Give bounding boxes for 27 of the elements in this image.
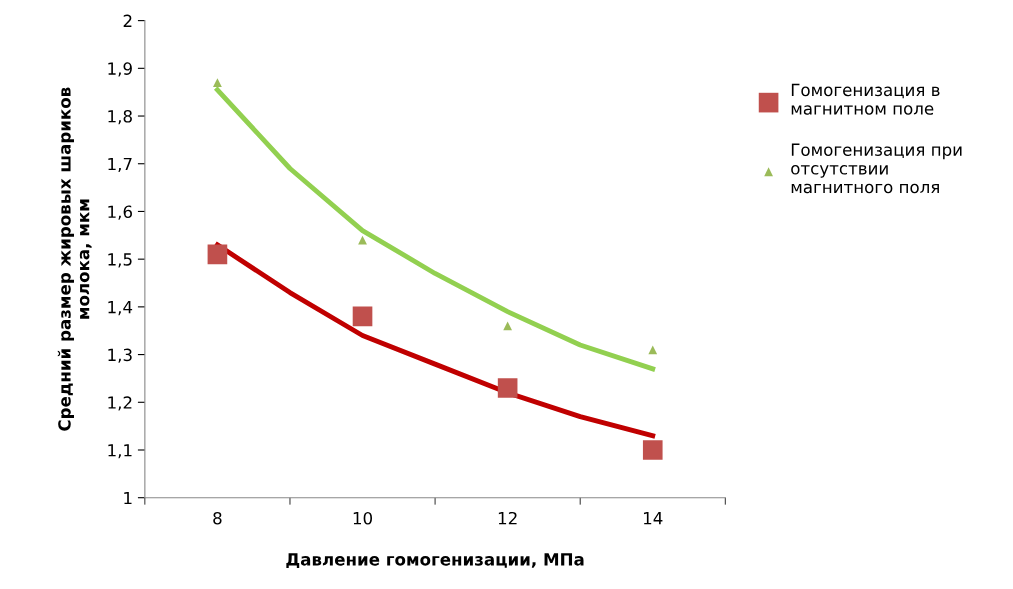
point [497,378,518,398]
point [352,306,373,327]
y-tick-label: 1,2 [108,396,132,411]
y-tick-label: 1,4 [108,301,133,316]
point [503,321,513,331]
y-tick-label: 2 [123,14,132,27]
x-tick-label: 14 [643,512,663,525]
point [642,440,663,460]
y-tick-label: 1,1 [108,444,132,459]
y-tick-label: 1,3 [108,348,132,363]
x-tick-label: 10 [353,511,373,525]
y-axis-title: Средний размер жировых шариков молока, мкм [57,87,92,431]
y-tick-label: 1,6 [108,205,132,220]
y-tick-label: 1,8 [108,110,132,125]
y-tick-label: 1,5 [108,253,132,268]
y-tick-label: 1 [124,491,132,505]
legend-label: Гомогенизация при отсутствии магнитного поля [791,143,962,194]
point [648,345,658,355]
y-tick-label: 1,7 [108,157,132,173]
y-tick-label: 1,9 [108,62,132,77]
x-tick-label: 8 [213,511,222,525]
legend-label: Гомогенизация в магнитном поле [791,83,940,115]
point [207,244,228,265]
line-series [214,87,656,372]
x-axis-title: Давление гомогенизации, МПа [286,553,584,568]
point [213,78,222,88]
x-tick-label: 12 [498,511,517,525]
